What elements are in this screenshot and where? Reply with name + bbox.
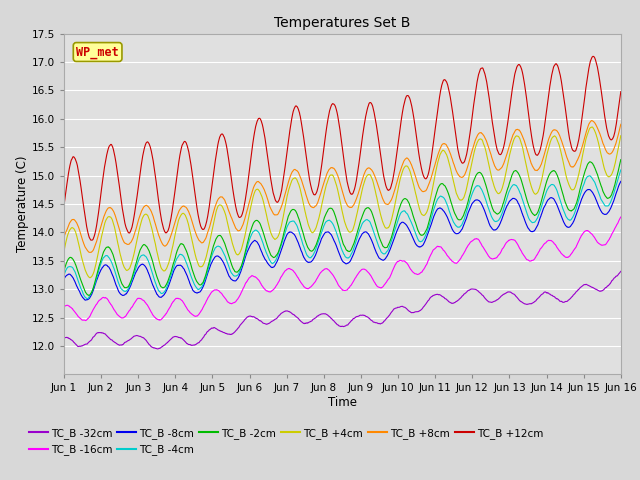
TC_B -4cm (60, 272, 68, 278)
TC_B -32cm (60, 336, 68, 341)
Line: TC_B -8cm: TC_B -8cm (64, 181, 621, 300)
TC_B +8cm (588, 118, 596, 123)
TC_B -4cm (104, 253, 111, 259)
TC_B +12cm (60, 203, 68, 208)
TC_B +8cm (318, 185, 326, 191)
TC_B +12cm (297, 115, 305, 121)
Text: WP_met: WP_met (76, 46, 119, 59)
TC_B -32cm (297, 318, 305, 324)
Line: TC_B +8cm: TC_B +8cm (64, 120, 621, 252)
TC_B -8cm (617, 179, 625, 184)
TC_B -8cm (60, 276, 68, 282)
TC_B +12cm (104, 149, 111, 155)
TC_B +12cm (378, 157, 385, 163)
TC_B -4cm (617, 167, 625, 173)
TC_B -4cm (318, 228, 326, 234)
Legend: TC_B -32cm, TC_B -16cm, TC_B -8cm, TC_B -4cm, TC_B -2cm, TC_B +4cm, TC_B +8cm, T: TC_B -32cm, TC_B -16cm, TC_B -8cm, TC_B … (25, 424, 547, 459)
TC_B +4cm (588, 124, 596, 130)
TC_B -8cm (297, 246, 305, 252)
TC_B +8cm (617, 121, 625, 127)
TC_B -32cm (103, 333, 111, 339)
TC_B -2cm (378, 240, 385, 245)
TC_B -8cm (81, 297, 89, 303)
TC_B -4cm (126, 282, 134, 288)
TC_B -2cm (85, 292, 93, 298)
TC_B +12cm (126, 229, 134, 235)
TC_B -4cm (378, 249, 385, 255)
TC_B +12cm (318, 158, 326, 164)
TC_B +8cm (308, 204, 316, 210)
Line: TC_B -16cm: TC_B -16cm (64, 217, 621, 321)
TC_B -2cm (308, 248, 316, 254)
Line: TC_B +4cm: TC_B +4cm (64, 127, 621, 278)
TC_B -16cm (378, 285, 385, 290)
TC_B -32cm (308, 318, 316, 324)
TC_B +8cm (378, 192, 385, 198)
TC_B +12cm (88, 237, 96, 243)
TC_B -2cm (617, 156, 625, 162)
TC_B +12cm (589, 53, 596, 59)
TC_B -8cm (378, 257, 385, 263)
TC_B +8cm (86, 250, 94, 255)
TC_B +4cm (126, 264, 134, 270)
Y-axis label: Temperature (C): Temperature (C) (16, 156, 29, 252)
TC_B -32cm (318, 311, 326, 317)
TC_B +4cm (297, 188, 305, 194)
Line: TC_B -32cm: TC_B -32cm (64, 271, 621, 349)
TC_B -8cm (104, 263, 111, 269)
TC_B +8cm (126, 240, 134, 246)
TC_B -2cm (60, 267, 68, 273)
TC_B +4cm (60, 248, 68, 254)
TC_B -16cm (104, 297, 111, 302)
X-axis label: Time: Time (328, 396, 357, 409)
TC_B -2cm (318, 222, 326, 228)
TC_B -2cm (126, 280, 134, 286)
TC_B -4cm (297, 234, 305, 240)
TC_B +4cm (318, 200, 326, 206)
TC_B -16cm (318, 268, 326, 274)
TC_B +8cm (104, 206, 111, 212)
TC_B +12cm (308, 188, 316, 193)
TC_B -8cm (318, 235, 326, 240)
TC_B -16cm (617, 214, 625, 220)
TC_B -16cm (82, 318, 90, 324)
Line: TC_B -2cm: TC_B -2cm (64, 159, 621, 295)
TC_B -16cm (60, 304, 68, 310)
TC_B -2cm (104, 244, 111, 250)
TC_B +12cm (617, 89, 625, 95)
TC_B +4cm (617, 133, 625, 139)
TC_B +4cm (378, 214, 385, 220)
TC_B +8cm (297, 175, 305, 180)
TC_B -16cm (308, 283, 316, 288)
TC_B +4cm (104, 215, 111, 220)
TC_B -8cm (126, 284, 134, 290)
TC_B -32cm (378, 321, 385, 326)
Title: Temperatures Set B: Temperatures Set B (274, 16, 411, 30)
TC_B -32cm (126, 337, 134, 343)
Line: TC_B -4cm: TC_B -4cm (64, 170, 621, 299)
TC_B -4cm (83, 296, 91, 301)
Line: TC_B +12cm: TC_B +12cm (64, 56, 621, 240)
TC_B -2cm (297, 222, 305, 228)
TC_B +8cm (60, 234, 68, 240)
TC_B +4cm (86, 275, 94, 281)
TC_B -4cm (308, 253, 316, 259)
TC_B -32cm (154, 346, 161, 352)
TC_B -16cm (297, 279, 305, 285)
TC_B +4cm (308, 230, 316, 236)
TC_B -8cm (308, 258, 316, 264)
TC_B -16cm (126, 307, 134, 313)
TC_B -32cm (617, 268, 625, 274)
